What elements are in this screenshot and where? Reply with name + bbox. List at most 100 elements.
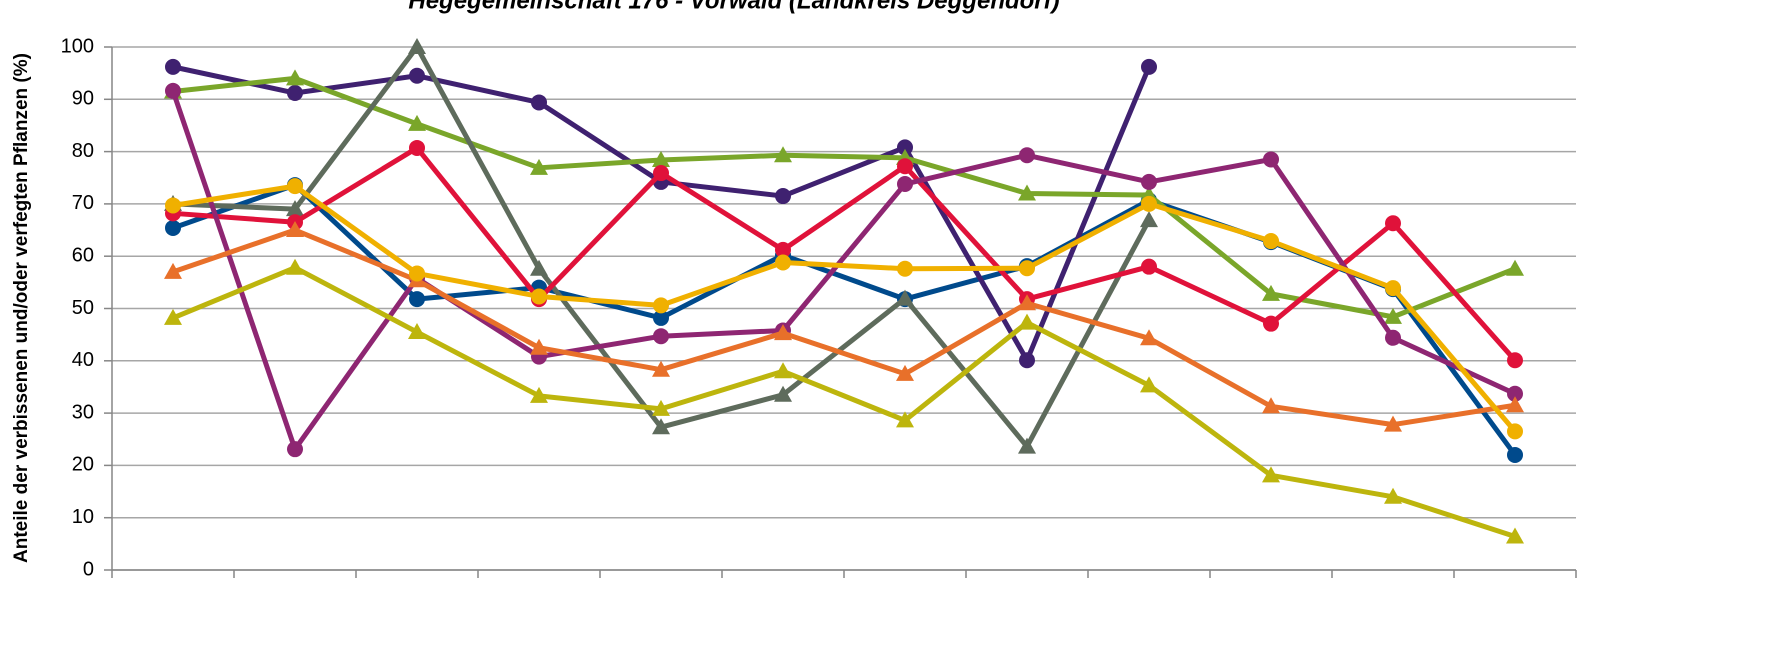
marker	[1507, 446, 1523, 463]
marker	[1385, 329, 1401, 346]
marker	[1141, 58, 1157, 75]
y-tick-label: 70	[72, 192, 94, 214]
marker	[775, 188, 791, 205]
series-line	[172, 183, 1517, 434]
marker	[1018, 313, 1036, 330]
series-line	[172, 227, 1516, 428]
marker	[653, 328, 669, 345]
marker	[652, 399, 670, 416]
marker	[1507, 352, 1523, 369]
marker	[287, 85, 303, 102]
marker	[896, 289, 914, 306]
marker	[408, 323, 426, 340]
marker	[286, 69, 304, 86]
marker	[165, 219, 181, 236]
series-line	[172, 75, 1516, 320]
y-tick-label: 30	[72, 401, 94, 423]
marker	[1018, 294, 1036, 311]
marker	[530, 338, 548, 355]
marker	[530, 158, 548, 175]
marker	[165, 58, 181, 75]
chart-title: Hegegemeinschaft 176 - Vorwald (Landkrei…	[408, 0, 1059, 14]
marker	[164, 308, 182, 325]
marker	[775, 254, 791, 271]
marker	[1506, 396, 1524, 413]
y-tick-label: 100	[61, 35, 94, 57]
marker	[409, 67, 425, 84]
y-tick-label: 60	[72, 244, 94, 266]
series-line	[172, 44, 1152, 450]
y-tick-label: 10	[72, 506, 94, 528]
marker	[1507, 423, 1523, 440]
marker	[531, 94, 547, 111]
marker	[1263, 233, 1279, 250]
marker	[531, 288, 547, 305]
marker	[1263, 151, 1279, 168]
marker	[165, 82, 181, 99]
marker	[530, 386, 548, 403]
marker	[409, 291, 425, 308]
marker	[897, 139, 913, 156]
series-line	[172, 145, 1517, 362]
marker	[409, 139, 425, 156]
marker	[287, 178, 303, 195]
marker	[653, 297, 669, 314]
marker	[774, 385, 792, 402]
y-tick-label: 20	[72, 454, 94, 476]
marker	[1263, 315, 1279, 332]
marker	[286, 221, 304, 238]
marker	[774, 146, 792, 163]
series-line	[172, 265, 1516, 539]
y-axis-label: Anteile der verbissenen und/oder verfegt…	[11, 53, 32, 563]
marker	[774, 362, 792, 379]
marker	[652, 418, 670, 435]
marker	[1385, 280, 1401, 297]
series-line	[170, 90, 1517, 452]
marker	[1140, 211, 1158, 228]
marker	[1384, 487, 1402, 504]
marker	[530, 259, 548, 276]
marker	[287, 441, 303, 458]
marker	[1140, 376, 1158, 393]
marker	[653, 309, 669, 326]
y-tick-label: 40	[72, 349, 94, 371]
marker	[1384, 415, 1402, 432]
marker	[1019, 260, 1035, 277]
marker	[164, 262, 182, 279]
marker	[1384, 307, 1402, 324]
marker	[1262, 284, 1280, 301]
y-tick-label: 50	[72, 297, 94, 319]
marker	[896, 411, 914, 428]
marker	[1019, 147, 1035, 164]
marker	[408, 38, 426, 54]
marker	[286, 258, 304, 275]
marker	[409, 265, 425, 282]
y-tick-label: 0	[83, 558, 94, 580]
marker	[1018, 437, 1036, 454]
marker	[408, 114, 426, 131]
marker	[897, 260, 913, 277]
marker	[1141, 195, 1157, 212]
marker	[1385, 215, 1401, 232]
marker	[774, 324, 792, 341]
marker	[1262, 466, 1280, 483]
marker	[1141, 258, 1157, 275]
marker	[652, 150, 670, 167]
marker	[1506, 259, 1524, 276]
marker	[897, 176, 913, 193]
marker	[1507, 385, 1523, 402]
marker	[1018, 184, 1036, 201]
marker	[653, 165, 669, 182]
marker	[897, 158, 913, 175]
marker	[1506, 527, 1524, 544]
marker	[165, 197, 181, 214]
marker	[286, 200, 304, 217]
y-tick-label: 90	[72, 88, 94, 110]
y-tick-label: 80	[72, 140, 94, 162]
marker	[652, 360, 670, 377]
marker	[1140, 329, 1158, 346]
marker	[896, 364, 914, 381]
marker	[775, 241, 791, 258]
marker	[1019, 352, 1035, 369]
